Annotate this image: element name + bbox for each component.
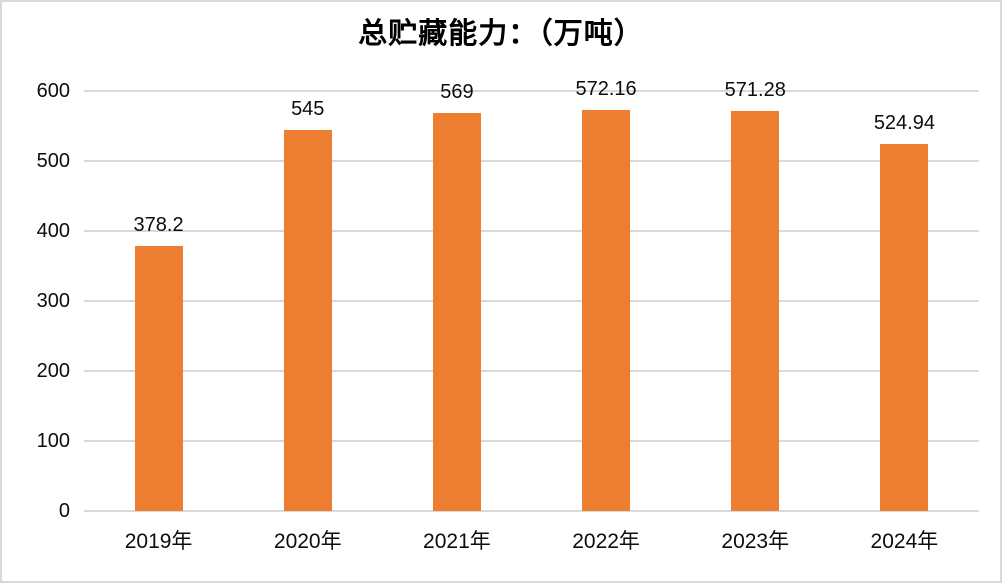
bar-value-label: 569 <box>440 80 474 103</box>
x-axis-tick-label: 2023年 <box>721 530 790 553</box>
bar <box>134 246 183 511</box>
gridline <box>84 90 979 92</box>
gridline <box>84 230 979 232</box>
x-axis-tick-label: 2021年 <box>423 530 491 553</box>
x-axis-line <box>84 510 979 512</box>
gridline <box>84 440 979 442</box>
gridline <box>84 300 979 302</box>
x-axis-tick-label: 2022年 <box>572 530 640 553</box>
x-axis-tick-label: 2020年 <box>273 530 342 553</box>
y-axis-tick-label: 0 <box>58 500 70 522</box>
bar-value-label: 572.16 <box>575 78 637 101</box>
y-axis-tick-label: 600 <box>36 80 70 102</box>
bar-value-label: 378.2 <box>133 214 184 237</box>
bar-value-label: 571.28 <box>724 79 786 102</box>
x-axis-tick-label: 2019年 <box>124 530 193 553</box>
y-axis-tick-label: 500 <box>36 150 70 172</box>
y-axis-tick-label: 400 <box>36 220 70 242</box>
y-axis-tick-label: 100 <box>36 430 70 452</box>
y-axis-tick-label: 300 <box>36 290 70 312</box>
bar <box>731 111 780 511</box>
bar <box>880 143 929 511</box>
bar <box>283 129 332 511</box>
x-axis-tick-label: 2024年 <box>870 530 939 553</box>
bar <box>432 112 481 511</box>
chart-title: 总贮藏能力：（万吨） <box>358 16 644 50</box>
y-axis-tick-label: 200 <box>36 360 70 382</box>
bar <box>582 110 631 511</box>
bar-value-label: 545 <box>291 97 325 120</box>
bar-value-label: 524.94 <box>873 111 935 134</box>
gridline <box>84 370 979 372</box>
gridline <box>84 160 979 162</box>
